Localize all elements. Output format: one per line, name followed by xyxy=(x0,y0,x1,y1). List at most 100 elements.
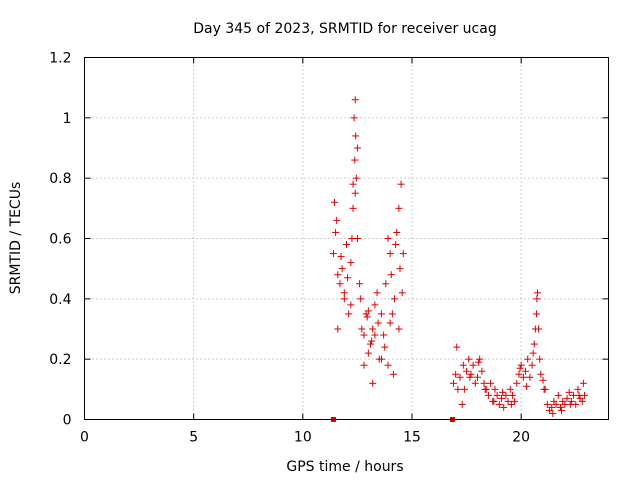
data-point xyxy=(351,156,359,164)
y-tick-label: 1.2 xyxy=(49,51,71,67)
data-point xyxy=(386,250,394,258)
data-point xyxy=(356,280,364,288)
data-point xyxy=(358,325,366,333)
data-point xyxy=(371,301,379,309)
data-point xyxy=(373,289,381,297)
data-point xyxy=(396,265,404,273)
data-point xyxy=(481,385,489,393)
data-point xyxy=(340,289,348,297)
data-point xyxy=(395,325,403,333)
data-point xyxy=(531,325,539,333)
data-point xyxy=(368,337,376,345)
data-point xyxy=(515,370,523,378)
data-point xyxy=(498,394,506,402)
data-point xyxy=(528,361,536,369)
data-point xyxy=(556,403,564,411)
y-tick-label: 0 xyxy=(63,413,72,429)
data-point xyxy=(334,325,342,333)
y-axis-label: SRMTID / TECUs xyxy=(8,182,24,295)
data-point xyxy=(487,379,495,387)
data-point xyxy=(395,204,403,212)
data-point xyxy=(567,397,575,405)
data-point xyxy=(364,349,372,357)
data-point xyxy=(460,385,468,393)
data-point xyxy=(480,379,488,387)
data-point xyxy=(513,379,521,387)
data-point xyxy=(397,180,405,188)
data-point xyxy=(516,364,524,372)
data-point xyxy=(529,349,537,357)
x-tick-label: 15 xyxy=(403,430,421,446)
data-point xyxy=(500,403,508,411)
data-point xyxy=(351,189,359,197)
y-tick-label: 1 xyxy=(63,111,72,127)
data-point xyxy=(360,331,368,339)
data-point xyxy=(484,391,492,399)
data-point xyxy=(467,370,475,378)
data-point xyxy=(575,391,583,399)
data-point xyxy=(340,295,348,303)
data-point xyxy=(456,373,464,381)
data-point xyxy=(364,307,372,315)
data-point xyxy=(566,400,574,408)
data-point xyxy=(345,310,353,318)
chart-title: Day 345 of 2023, SRMTID for receiver uca… xyxy=(193,21,496,37)
data-point xyxy=(369,325,377,333)
data-point xyxy=(349,180,357,188)
data-point xyxy=(389,370,397,378)
data-point xyxy=(552,400,560,408)
data-point xyxy=(337,253,345,261)
data-point xyxy=(475,358,483,366)
data-point xyxy=(476,355,484,363)
data-point xyxy=(351,96,359,104)
data-point xyxy=(534,289,542,297)
data-point xyxy=(363,313,371,321)
data-point xyxy=(338,265,346,273)
data-point xyxy=(384,235,392,242)
data-point xyxy=(393,228,401,236)
data-point xyxy=(543,400,551,408)
data-point xyxy=(537,370,545,378)
data-points xyxy=(329,96,588,422)
plot-frame xyxy=(84,57,609,420)
data-point xyxy=(466,373,474,381)
data-point xyxy=(399,250,407,258)
data-point xyxy=(343,241,350,249)
data-point xyxy=(502,391,510,399)
data-point xyxy=(347,301,355,309)
data-point xyxy=(579,379,587,387)
data-point xyxy=(377,310,385,318)
y-tick-label: 0.2 xyxy=(49,352,71,368)
data-point xyxy=(382,280,390,288)
x-tick-label: 20 xyxy=(512,430,530,446)
data-point xyxy=(522,367,530,375)
data-point xyxy=(463,367,471,375)
data-point xyxy=(333,216,341,224)
data-point xyxy=(352,132,360,140)
data-point xyxy=(517,361,525,369)
data-point xyxy=(350,114,358,122)
data-point xyxy=(453,343,461,351)
data-point xyxy=(549,409,557,417)
data-point xyxy=(506,385,514,393)
data-point xyxy=(458,400,466,408)
data-point xyxy=(398,289,406,297)
data-point xyxy=(459,361,467,369)
data-point xyxy=(386,319,394,327)
data-point xyxy=(526,373,534,381)
data-point xyxy=(474,373,481,381)
data-point xyxy=(574,385,582,393)
data-point xyxy=(508,391,516,399)
data-point xyxy=(524,355,532,363)
data-point xyxy=(454,385,462,393)
data-point xyxy=(469,361,477,369)
data-point xyxy=(360,361,368,369)
data-point xyxy=(374,319,382,327)
data-point xyxy=(380,331,388,339)
data-point xyxy=(348,235,356,242)
data-point xyxy=(530,340,538,348)
data-point xyxy=(353,144,361,152)
data-point xyxy=(357,295,365,303)
x-tick-label: 5 xyxy=(189,430,198,446)
